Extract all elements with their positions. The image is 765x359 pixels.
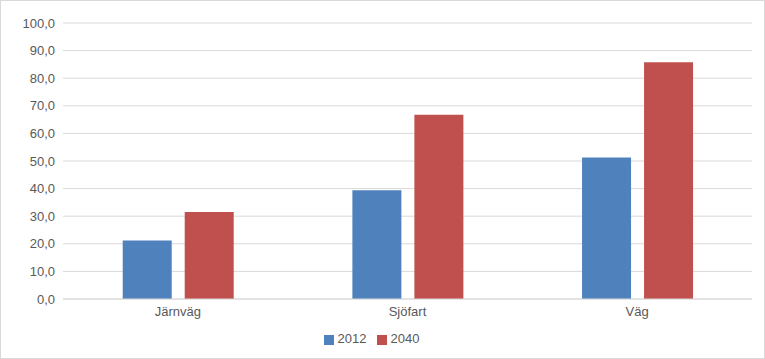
svg-text:Järnväg: Järnväg [155, 304, 201, 319]
html-text:2040: 2040 [390, 331, 420, 346]
html-text:2012: 2012 [337, 331, 367, 346]
svg-text:Väg: Väg [626, 304, 649, 319]
svg-text:10,0: 10,0 [30, 264, 55, 279]
svg-text:20,0: 20,0 [30, 236, 55, 251]
svg-text:70,0: 70,0 [30, 98, 55, 113]
svg-text:50,0: 50,0 [30, 154, 55, 169]
svg-text:Sjöfart: Sjöfart [389, 304, 427, 319]
svg-text:90,0: 90,0 [30, 43, 55, 58]
svg-text:80,0: 80,0 [30, 71, 55, 86]
svg-text:60,0: 60,0 [30, 126, 55, 141]
svg-text:0,0: 0,0 [37, 292, 55, 307]
svg-text:40,0: 40,0 [30, 181, 55, 196]
svg-text:30,0: 30,0 [30, 209, 55, 224]
svg-text:100,0: 100,0 [22, 16, 55, 31]
